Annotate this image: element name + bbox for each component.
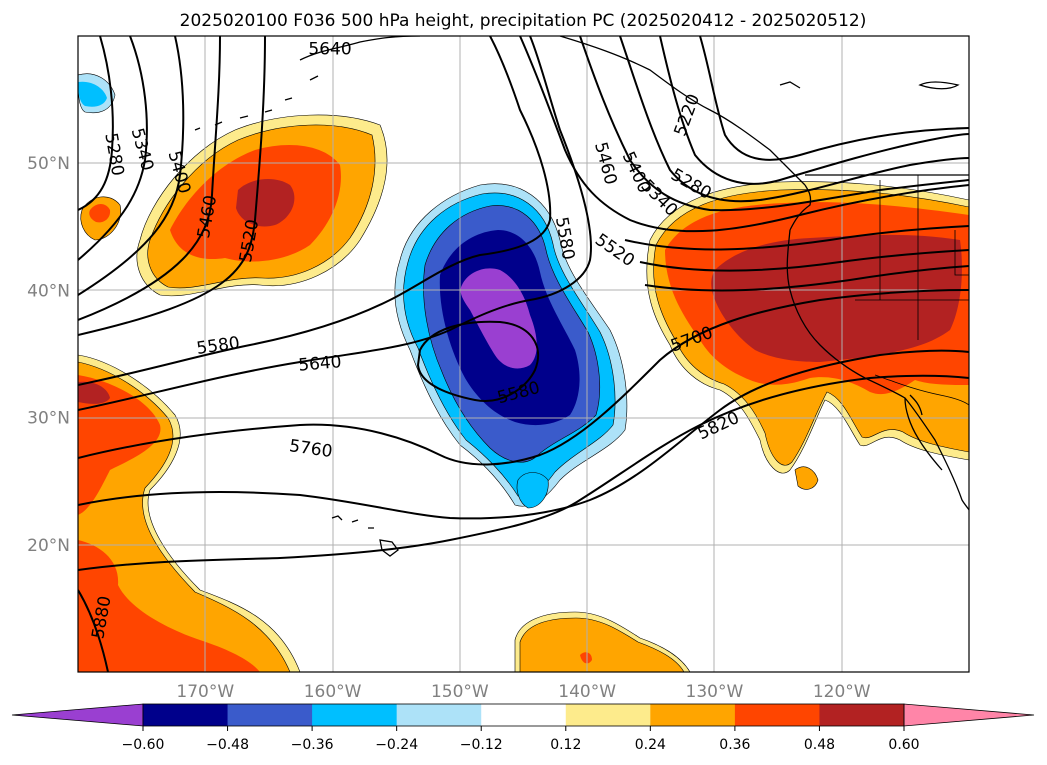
longitude-label: 120°W (813, 682, 871, 702)
colorbar-segment (143, 704, 229, 726)
contour-5280-west (78, 36, 114, 211)
colorbar-tick-label: 0.60 (888, 737, 919, 753)
contour-5580-closed (416, 320, 540, 402)
longitude-label: 170°W (176, 682, 234, 702)
latitude-label: 20°N (27, 536, 70, 556)
longitude-label: 160°W (304, 682, 362, 702)
precip-positive-south-mid (519, 617, 685, 672)
contour-5880 (78, 589, 109, 672)
contour-5400-east (579, 36, 969, 212)
colorbar-tick-label: 0.24 (635, 737, 666, 753)
contour-5340-west (78, 36, 148, 261)
latitude-label: 30°N (27, 409, 70, 429)
colorbar-extend-high (903, 703, 1035, 727)
colorbar-segment (650, 704, 736, 726)
colorbar-segment (819, 704, 905, 726)
map-layers: 5280 5340 54005460552055805640576058805580… (78, 36, 969, 672)
contour-5820 (78, 374, 969, 571)
longitude-label: 130°W (686, 682, 744, 702)
colorbar-tick-label: 0.48 (804, 737, 835, 753)
longitude-label: 150°W (431, 682, 489, 702)
contour-label-group: 5640 (308, 40, 351, 60)
latitude-label: 50°N (27, 154, 70, 174)
contour-east-band-2 (644, 265, 969, 292)
precip-positive-west-inner2 (78, 540, 260, 672)
map-frame (77, 35, 970, 673)
longitude-labels: 170°W 160°W 150°W 140°W 130°W 120°W (176, 682, 870, 702)
colorbar-tick-label: −0.36 (291, 737, 334, 753)
precip-negative-purple (460, 268, 537, 369)
colorbar-segment (396, 704, 482, 726)
colorbar-extend-low (11, 703, 144, 727)
contour-5400-west (78, 36, 185, 296)
coastline-us-west (786, 229, 969, 511)
colorbar-segment (312, 704, 398, 726)
colorbar-tick-label: −0.48 (206, 737, 249, 753)
colorbar: −0.60 −0.48 −0.36 −0.24 −0.12 0.12 0.24 0.36 0.4… (11, 703, 1035, 753)
colorbar-frame (142, 703, 905, 727)
precip-positive-west-inner (78, 375, 161, 515)
contour-5520-west (78, 36, 266, 336)
colorbar-segment (565, 704, 651, 726)
contour-5460-east (519, 36, 969, 233)
contour-5280-east (659, 36, 969, 185)
colorbar-segment (734, 704, 820, 726)
contour-5580 (78, 36, 552, 386)
contour-5220-east (699, 36, 969, 161)
colorbar-tick-label: −0.12 (460, 737, 503, 753)
precip-negative-small-south (516, 472, 549, 509)
colorbar-tick-label: −0.24 (375, 737, 418, 753)
coastline-greenland-bits (779, 81, 960, 90)
contour-5340-east (619, 36, 969, 203)
contour-5760 (78, 349, 969, 520)
contour-5520-east (624, 225, 969, 251)
precip-positive-northwest-core (236, 178, 295, 227)
colorbar-tick-label: 0.36 (719, 737, 750, 753)
colorbar-segment (227, 704, 313, 726)
contour-5460-west (78, 36, 221, 321)
map-title: 2025020100 F036 500 hPa height, precipit… (180, 11, 867, 31)
coastline-hawaii (331, 515, 399, 557)
contour-east-band-1 (639, 249, 969, 272)
contour-label-group: 5640 (298, 352, 343, 376)
precip-positive-small-west-inner (89, 204, 111, 223)
contour-label: 5640 (298, 352, 343, 376)
precip-positive-west-core (78, 381, 110, 404)
border-states (855, 175, 969, 340)
contour-5640 (78, 36, 592, 411)
precip-negative-small-north-inner (78, 81, 107, 107)
borders (805, 174, 969, 406)
precip-positive-south-inner (580, 652, 592, 664)
colorbar-tick-label: 0.12 (550, 737, 581, 753)
gridlines (78, 36, 969, 672)
coastline-aleutians (194, 75, 319, 131)
latitude-labels: 20°N 30°N 40°N 50°N (27, 154, 70, 556)
colorbar-segment (481, 704, 567, 726)
contour-label: 5640 (308, 40, 351, 60)
latitude-label: 40°N (27, 281, 70, 301)
contour-5700 (78, 289, 969, 466)
precip-positive-east-small (794, 466, 819, 490)
longitude-label: 140°W (558, 682, 616, 702)
colorbar-tick-label: −0.60 (122, 737, 165, 753)
border-mexico (874, 374, 969, 406)
height-contours (78, 36, 969, 672)
coastline-baja (904, 394, 943, 471)
